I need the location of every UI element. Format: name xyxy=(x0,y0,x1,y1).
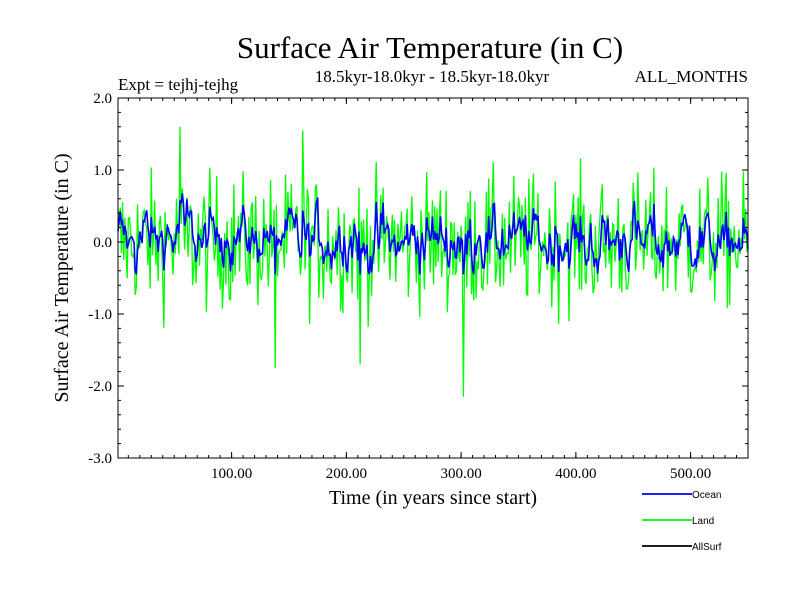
x-tick-label: 400.00 xyxy=(555,466,596,482)
y-tick-label: 1.0 xyxy=(93,163,112,179)
series-land-line xyxy=(117,126,749,397)
y-tick-label: -1.0 xyxy=(88,307,112,323)
plot-frame xyxy=(117,97,749,459)
chart-title: Surface Air Temperature (in C) xyxy=(237,30,623,65)
y-axis-ticks: 2.0 1.0 0.0 -1.0 -2.0 -3.0 xyxy=(88,91,748,467)
legend-label: Ocean xyxy=(692,490,721,501)
x-tick-label: 300.00 xyxy=(440,466,481,482)
y-tick-label: -2.0 xyxy=(88,379,112,395)
x-tick-label: 500.00 xyxy=(670,466,711,482)
chart-subtitle-right: ALL_MONTHS xyxy=(635,67,748,86)
legend-label: Land xyxy=(692,516,714,527)
legend-label: AllSurf xyxy=(692,542,722,553)
y-tick-label: 2.0 xyxy=(93,91,112,107)
chart-subtitle-left: Expt = tejhj-tejhg xyxy=(118,75,239,94)
y-tick-label: 0.0 xyxy=(93,235,112,251)
y-axis-label: Surface Air Temperature (in C) xyxy=(51,153,73,402)
series-ocean-line xyxy=(117,193,749,275)
chart-legend: Ocean Land AllSurf xyxy=(642,490,722,553)
chart-subtitle-center: 18.5kyr-18.0kyr - 18.5kyr-18.0kyr xyxy=(315,67,550,86)
y-tick-label: -3.0 xyxy=(88,451,112,467)
x-tick-label: 100.00 xyxy=(211,466,252,482)
x-tick-label: 200.00 xyxy=(326,466,367,482)
plot-series xyxy=(117,126,749,397)
x-axis-label: Time (in years since start) xyxy=(329,487,537,509)
